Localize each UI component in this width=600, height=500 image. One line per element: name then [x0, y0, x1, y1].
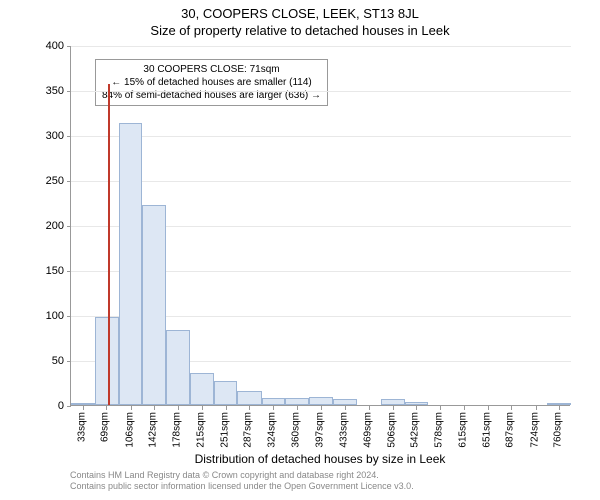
xtick-label: 469sqm	[362, 412, 373, 448]
ytick-mark	[67, 406, 71, 407]
histogram-bar	[166, 330, 190, 405]
ytick-mark	[67, 46, 71, 47]
xtick-mark	[249, 406, 250, 410]
annotation-line1: 30 COOPERS CLOSE: 71sqm	[102, 63, 321, 76]
annotation-line2: ← 15% of detached houses are smaller (11…	[102, 76, 321, 89]
reference-line	[108, 84, 110, 405]
footnote-line1: Contains HM Land Registry data © Crown c…	[70, 470, 570, 481]
histogram-bar	[237, 391, 261, 405]
histogram-bar	[285, 398, 309, 405]
histogram-bar	[309, 397, 333, 405]
annotation-box: 30 COOPERS CLOSE: 71sqm ← 15% of detache…	[95, 59, 328, 106]
xtick-label: 251sqm	[219, 412, 230, 448]
xtick-mark	[106, 406, 107, 410]
gridline	[71, 136, 571, 137]
histogram-bar	[333, 399, 357, 405]
ytick-mark	[67, 271, 71, 272]
ytick-mark	[67, 361, 71, 362]
ytick-mark	[67, 136, 71, 137]
xtick-mark	[511, 406, 512, 410]
xtick-mark	[369, 406, 370, 410]
histogram-bar	[95, 317, 119, 405]
plot-area: 30 COOPERS CLOSE: 71sqm ← 15% of detache…	[70, 46, 570, 406]
xtick-mark	[154, 406, 155, 410]
xtick-mark	[178, 406, 179, 410]
xtick-label: 178sqm	[171, 412, 182, 448]
ytick-label: 50	[0, 355, 64, 367]
ytick-label: 300	[0, 130, 64, 142]
xtick-label: 287sqm	[243, 412, 254, 448]
histogram-bar	[190, 373, 214, 405]
xtick-label: 724sqm	[529, 412, 540, 448]
xtick-label: 542sqm	[410, 412, 421, 448]
xtick-label: 360sqm	[291, 412, 302, 448]
histogram-bar	[142, 205, 166, 405]
xtick-label: 142sqm	[148, 412, 159, 448]
xtick-mark	[297, 406, 298, 410]
ytick-label: 250	[0, 175, 64, 187]
xtick-mark	[321, 406, 322, 410]
xtick-label: 433sqm	[338, 412, 349, 448]
ytick-label: 350	[0, 85, 64, 97]
ytick-mark	[67, 91, 71, 92]
histogram-bar	[381, 399, 405, 405]
footnote-line2: Contains public sector information licen…	[70, 481, 570, 492]
xtick-label: 69sqm	[100, 412, 111, 442]
xtick-mark	[202, 406, 203, 410]
xtick-label: 215sqm	[196, 412, 207, 448]
xtick-label: 615sqm	[458, 412, 469, 448]
xtick-mark	[559, 406, 560, 410]
histogram-bar	[262, 398, 286, 405]
ytick-mark	[67, 316, 71, 317]
xtick-label: 760sqm	[553, 412, 564, 448]
xtick-label: 687sqm	[505, 412, 516, 448]
histogram-bar	[119, 123, 143, 405]
ytick-label: 200	[0, 220, 64, 232]
xtick-label: 506sqm	[386, 412, 397, 448]
xtick-label: 33sqm	[76, 412, 87, 442]
gridline	[71, 181, 571, 182]
xtick-label: 106sqm	[124, 412, 135, 448]
chart-container: 30, COOPERS CLOSE, LEEK, ST13 8JL Size o…	[0, 0, 600, 500]
ytick-mark	[67, 181, 71, 182]
xtick-mark	[393, 406, 394, 410]
title-main: 30, COOPERS CLOSE, LEEK, ST13 8JL	[0, 0, 600, 21]
xtick-mark	[440, 406, 441, 410]
xtick-mark	[131, 406, 132, 410]
xtick-label: 651sqm	[481, 412, 492, 448]
xtick-mark	[488, 406, 489, 410]
xtick-label: 397sqm	[315, 412, 326, 448]
gridline	[71, 46, 571, 47]
histogram-bar	[214, 381, 238, 405]
xtick-label: 324sqm	[267, 412, 278, 448]
histogram-bar	[71, 403, 95, 405]
xtick-mark	[226, 406, 227, 410]
xtick-mark	[345, 406, 346, 410]
ytick-label: 100	[0, 310, 64, 322]
xtick-mark	[83, 406, 84, 410]
footnote: Contains HM Land Registry data © Crown c…	[70, 470, 570, 492]
histogram-bar	[547, 403, 571, 405]
xtick-mark	[536, 406, 537, 410]
ytick-label: 400	[0, 40, 64, 52]
xtick-mark	[273, 406, 274, 410]
gridline	[71, 91, 571, 92]
xtick-label: 578sqm	[433, 412, 444, 448]
xtick-mark	[464, 406, 465, 410]
title-sub: Size of property relative to detached ho…	[0, 21, 600, 38]
ytick-mark	[67, 226, 71, 227]
histogram-bar	[405, 402, 429, 405]
ytick-label: 0	[0, 400, 64, 412]
xtick-mark	[416, 406, 417, 410]
ytick-label: 150	[0, 265, 64, 277]
x-axis-label: Distribution of detached houses by size …	[70, 452, 570, 466]
